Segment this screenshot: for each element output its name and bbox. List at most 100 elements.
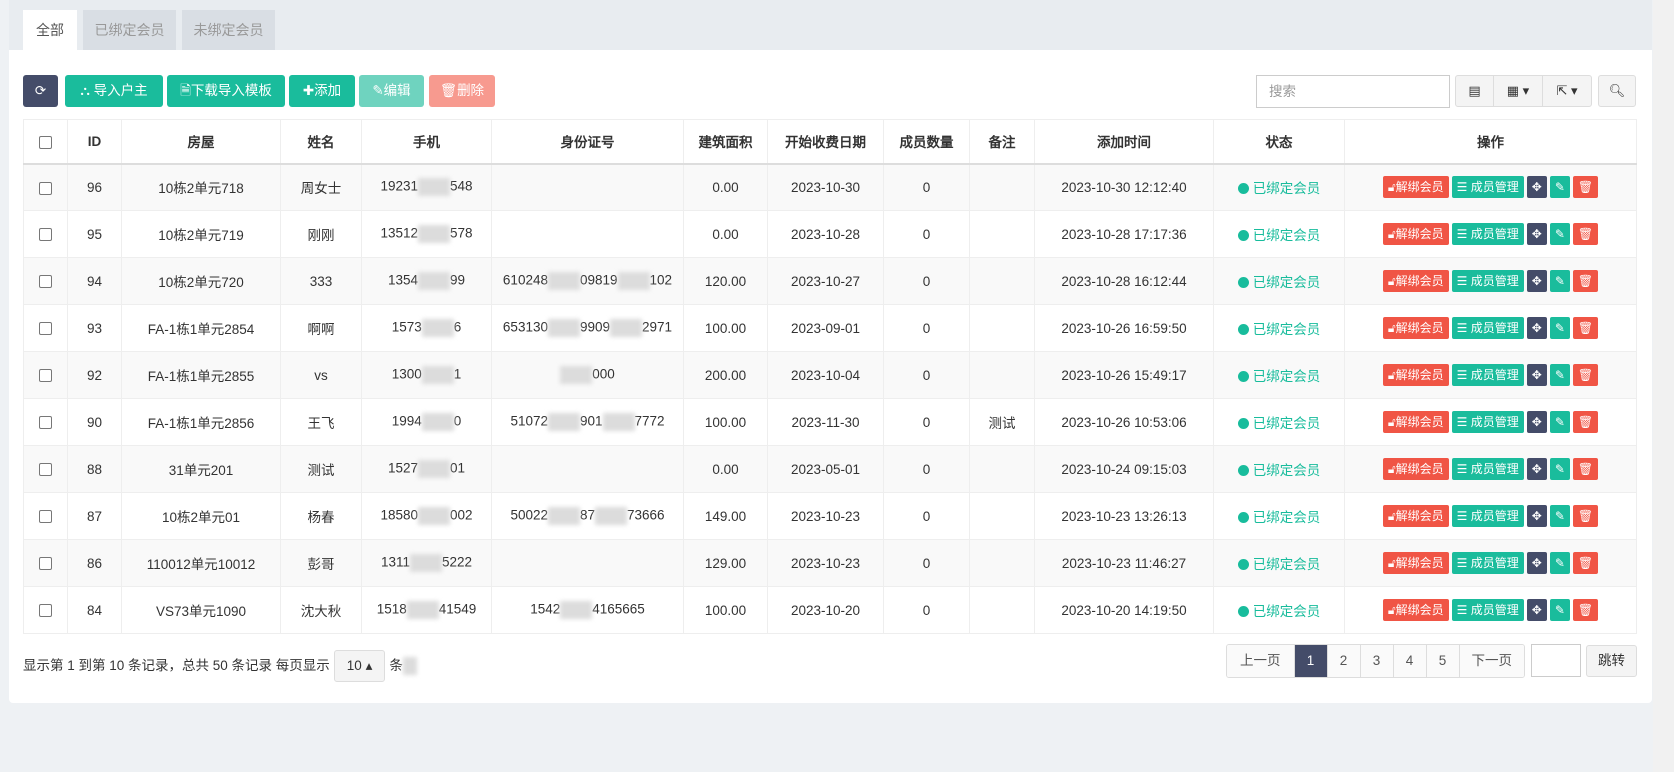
edit-row-button[interactable]: ✎ (1549, 552, 1570, 574)
column-header[interactable]: 备注 (969, 119, 1035, 165)
delete-row-button[interactable]: 🗑 (1572, 505, 1599, 527)
column-header[interactable]: 成员数量 (883, 119, 970, 165)
unbind-button[interactable]: 🔓︎解绑会员 (1382, 364, 1449, 386)
unbind-button[interactable]: 🔓︎解绑会员 (1382, 411, 1449, 433)
column-header[interactable]: 添加时间 (1034, 119, 1214, 165)
delete-row-button[interactable]: 🗑 (1572, 458, 1599, 480)
table-row[interactable]: 95 10栋2单元719 刚刚 13512 578 0.00 2023-10-28… (23, 210, 1637, 258)
move-button[interactable]: ✥ (1526, 270, 1547, 292)
unbind-button[interactable]: 🔓︎解绑会员 (1382, 599, 1449, 621)
add-button[interactable]: ✚添加 (289, 75, 355, 107)
delete-row-button[interactable]: 🗑 (1572, 552, 1599, 574)
move-button[interactable]: ✥ (1526, 176, 1547, 199)
table-row[interactable]: 94 10栋2单元720 333 1354 99 610248 09819 102 1… (23, 257, 1637, 305)
column-header[interactable]: ID (67, 119, 122, 165)
delete-row-button[interactable]: 🗑 (1572, 176, 1599, 199)
member-management-button[interactable]: ☰ 成员管理 (1451, 411, 1524, 433)
page-button[interactable]: 3 (1359, 645, 1393, 677)
delete-row-button[interactable]: 🗑 (1572, 317, 1599, 339)
scrollbar[interactable] (1653, 0, 1674, 772)
edit-row-button[interactable]: ✎ (1549, 317, 1570, 339)
export-button[interactable]: ⇱ ▾ (1542, 75, 1592, 107)
edit-row-button[interactable]: ✎ (1549, 599, 1570, 621)
member-management-button[interactable]: ☰ 成员管理 (1451, 270, 1524, 292)
edit-row-button[interactable]: ✎ (1549, 176, 1570, 199)
column-header[interactable]: 房屋 (121, 119, 281, 165)
row-checkbox[interactable] (39, 181, 52, 195)
member-management-button[interactable]: ☰ 成员管理 (1451, 317, 1524, 339)
unbind-button[interactable]: 🔓︎解绑会员 (1382, 176, 1449, 199)
member-management-button[interactable]: ☰ 成员管理 (1451, 505, 1524, 527)
delete-row-button[interactable]: 🗑 (1572, 270, 1599, 292)
member-management-button[interactable]: ☰ 成员管理 (1451, 176, 1524, 199)
edit-row-button[interactable]: ✎ (1549, 411, 1570, 433)
edit-row-button[interactable]: ✎ (1549, 505, 1570, 527)
column-header[interactable]: 操作 (1344, 119, 1637, 165)
move-button[interactable]: ✥ (1526, 223, 1547, 245)
table-row[interactable]: 88 31单元201 测试 1527 01 0.00 2023-05-01 0 2… (23, 445, 1637, 493)
unbind-button[interactable]: 🔓︎解绑会员 (1382, 552, 1449, 574)
move-button[interactable]: ✥ (1526, 599, 1547, 621)
column-header[interactable]: 姓名 (280, 119, 362, 165)
search-button[interactable]: 🔍︎ (1598, 75, 1636, 107)
table-row[interactable]: 86 110012单元10012 彭哥 1311 5222 129.00 2023… (23, 539, 1637, 587)
delete-row-button[interactable]: 🗑 (1572, 223, 1599, 245)
column-header[interactable]: 状态 (1213, 119, 1345, 165)
member-management-button[interactable]: ☰ 成员管理 (1451, 599, 1524, 621)
member-management-button[interactable]: ☰ 成员管理 (1451, 552, 1524, 574)
member-management-button[interactable]: ☰ 成员管理 (1451, 364, 1524, 386)
unbind-button[interactable]: 🔓︎解绑会员 (1382, 505, 1449, 527)
row-checkbox[interactable] (39, 369, 52, 383)
download-template-button[interactable]: 🗎下载导入模板 (167, 75, 285, 107)
page-button[interactable]: 2 (1326, 645, 1360, 677)
edit-row-button[interactable]: ✎ (1549, 223, 1570, 245)
table-row[interactable]: 84 VS73单元1090 沈大秋 1518 41549 1542 4165665 … (23, 586, 1637, 634)
refresh-button[interactable]: ⟳ (23, 75, 58, 107)
edit-button[interactable]: ✎编辑 (359, 75, 424, 107)
move-button[interactable]: ✥ (1526, 505, 1547, 527)
move-button[interactable]: ✥ (1526, 317, 1547, 339)
table-row[interactable]: 92 FA-1栋1单元2855 vs 1300 1 000 200.00 2023… (23, 351, 1637, 399)
page-button[interactable]: 1 (1293, 645, 1327, 677)
select-all-checkbox[interactable] (39, 135, 52, 149)
move-button[interactable]: ✥ (1526, 364, 1547, 386)
delete-row-button[interactable]: 🗑 (1572, 364, 1599, 386)
page-button[interactable]: 5 (1425, 645, 1459, 677)
move-button[interactable]: ✥ (1526, 411, 1547, 433)
columns-button[interactable]: ▦ ▾ (1493, 75, 1543, 107)
row-checkbox[interactable] (39, 510, 52, 524)
unbind-button[interactable]: 🔓︎解绑会员 (1382, 458, 1449, 480)
jump-page-input[interactable] (1531, 644, 1581, 677)
column-header[interactable]: 身份证号 (491, 119, 684, 165)
next-page-button[interactable]: 下一页 (1458, 645, 1524, 677)
unbind-button[interactable]: 🔓︎解绑会员 (1382, 223, 1449, 245)
row-checkbox[interactable] (39, 275, 52, 289)
unbind-button[interactable]: 🔓︎解绑会员 (1382, 317, 1449, 339)
table-row[interactable]: 87 10栋2单元01 杨春 18580 002 50022 87 73666 149… (23, 492, 1637, 540)
row-checkbox[interactable] (39, 228, 52, 242)
row-checkbox[interactable] (39, 463, 52, 477)
move-button[interactable]: ✥ (1526, 552, 1547, 574)
move-button[interactable]: ✥ (1526, 458, 1547, 480)
tab-bound[interactable]: 已绑定会员 (83, 10, 176, 50)
table-row[interactable]: 90 FA-1栋1单元2856 王飞 1994 0 51072 901 7772 10… (23, 398, 1637, 446)
delete-row-button[interactable]: 🗑 (1572, 411, 1599, 433)
edit-row-button[interactable]: ✎ (1549, 458, 1570, 480)
table-row[interactable]: 93 FA-1栋1单元2854 啊啊 1573 6 653130 9909 2971 … (23, 304, 1637, 352)
column-header[interactable]: 手机 (361, 119, 492, 165)
import-owner-button[interactable]: ⛬ 导入户主 (65, 75, 163, 107)
toggle-view-button[interactable]: ▤ (1455, 75, 1494, 107)
tab-all[interactable]: 全部 (23, 10, 77, 50)
prev-page-button[interactable]: 上一页 (1227, 645, 1294, 677)
row-checkbox[interactable] (39, 322, 52, 336)
delete-row-button[interactable]: 🗑 (1572, 599, 1599, 621)
row-checkbox[interactable] (39, 557, 52, 571)
member-management-button[interactable]: ☰ 成员管理 (1451, 458, 1524, 480)
edit-row-button[interactable]: ✎ (1549, 364, 1570, 386)
delete-button[interactable]: 🗑删除 (429, 75, 495, 107)
row-checkbox[interactable] (39, 416, 52, 430)
jump-button[interactable]: 跳转 (1586, 645, 1637, 677)
column-header[interactable]: 开始收费日期 (767, 119, 884, 165)
column-header[interactable]: 建筑面积 (683, 119, 768, 165)
page-size-select[interactable]: 10 ▴ (333, 650, 386, 683)
